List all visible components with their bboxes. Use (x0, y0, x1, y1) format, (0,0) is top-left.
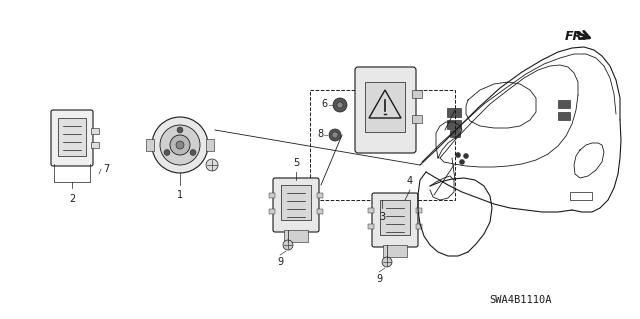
Bar (416, 224, 422, 229)
Bar (412, 90, 422, 98)
Circle shape (382, 257, 392, 267)
Circle shape (329, 129, 341, 141)
Text: 7: 7 (103, 164, 109, 174)
Bar (412, 115, 422, 123)
FancyBboxPatch shape (372, 193, 418, 247)
Bar (310, 90, 455, 200)
Bar (269, 209, 275, 214)
Bar (380, 200, 410, 235)
Circle shape (337, 102, 343, 108)
Bar (91, 142, 99, 148)
Text: 1: 1 (177, 190, 183, 200)
Text: 4: 4 (407, 176, 413, 186)
Bar (416, 208, 422, 213)
Bar (558, 100, 570, 108)
Text: 9: 9 (376, 274, 382, 284)
Circle shape (283, 240, 293, 250)
Text: 2: 2 (69, 194, 75, 204)
Text: 6: 6 (322, 99, 328, 109)
Circle shape (456, 152, 461, 158)
Bar (365, 82, 405, 132)
Text: FR.: FR. (565, 29, 588, 42)
Bar (269, 193, 275, 198)
Bar (447, 120, 461, 129)
Bar (58, 118, 86, 156)
Bar (383, 245, 407, 257)
Text: SWA4B1110A: SWA4B1110A (489, 295, 551, 305)
Bar (447, 108, 461, 117)
Bar (146, 139, 154, 151)
Circle shape (152, 117, 208, 173)
Bar (450, 130, 460, 137)
FancyBboxPatch shape (51, 110, 93, 166)
Circle shape (190, 150, 196, 155)
Circle shape (332, 132, 338, 138)
Circle shape (164, 150, 170, 155)
Bar (206, 139, 214, 151)
Text: 5: 5 (293, 158, 299, 168)
Circle shape (460, 160, 465, 165)
Bar (317, 193, 323, 198)
Text: 3: 3 (379, 212, 385, 222)
FancyBboxPatch shape (355, 67, 416, 153)
Bar (570, 192, 592, 200)
Bar (558, 112, 570, 120)
Circle shape (463, 153, 468, 159)
Circle shape (160, 125, 200, 165)
FancyBboxPatch shape (273, 178, 319, 232)
Circle shape (176, 141, 184, 149)
Bar (281, 185, 311, 220)
Bar (368, 208, 374, 213)
Circle shape (177, 127, 183, 133)
Bar (317, 209, 323, 214)
Circle shape (170, 135, 190, 155)
Bar (91, 128, 99, 134)
Circle shape (206, 159, 218, 171)
Text: 8: 8 (317, 129, 323, 139)
Bar (368, 224, 374, 229)
Text: 9: 9 (277, 257, 283, 267)
Bar (284, 230, 308, 242)
Circle shape (333, 98, 347, 112)
